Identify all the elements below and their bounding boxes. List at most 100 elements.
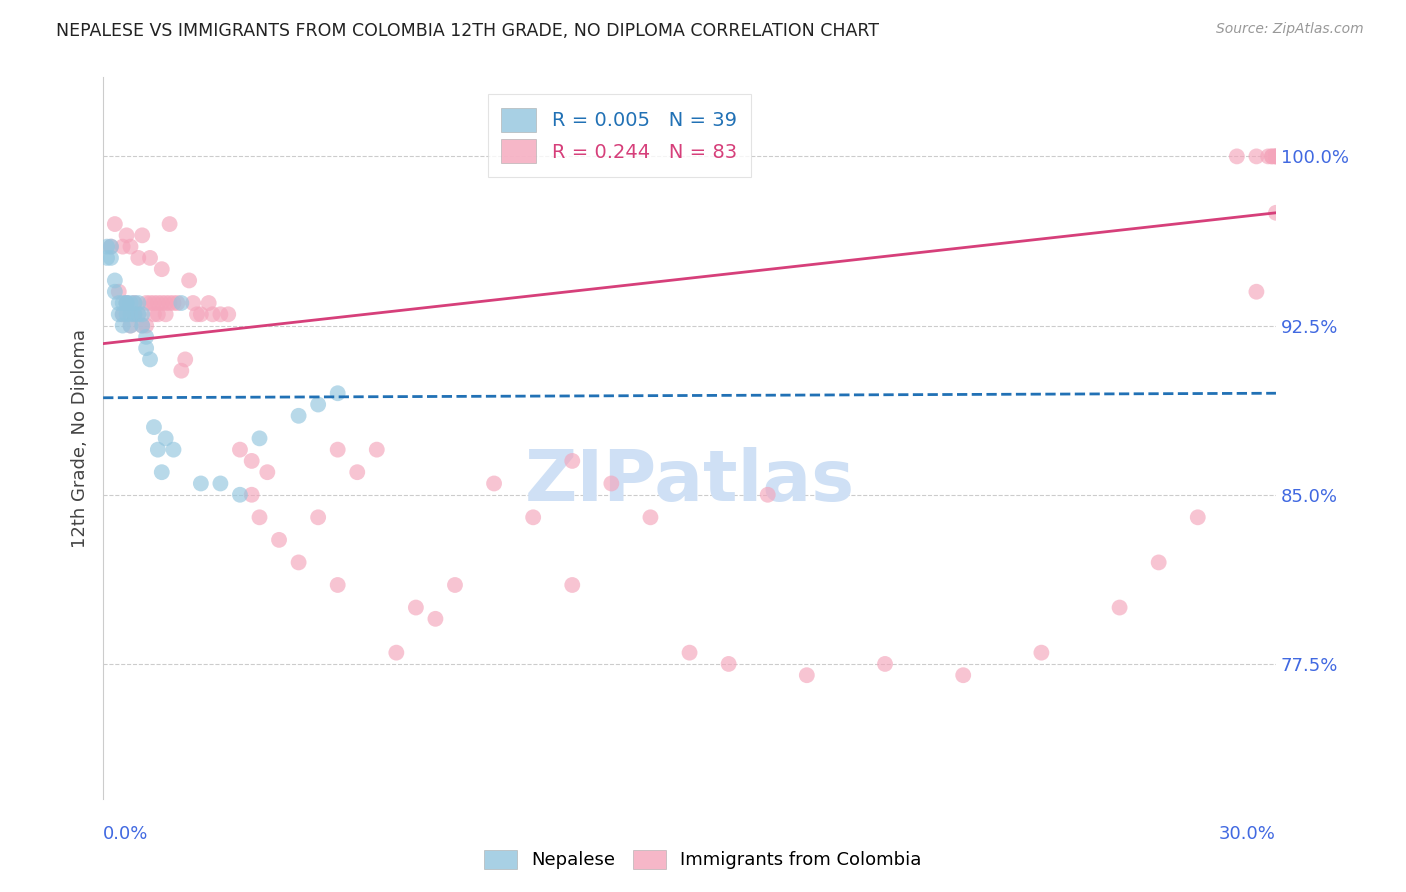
Point xyxy=(139,352,162,367)
Point xyxy=(326,578,349,592)
Point xyxy=(124,307,146,321)
Point xyxy=(139,296,162,310)
Point xyxy=(209,307,232,321)
Point xyxy=(131,318,153,333)
Point xyxy=(385,646,408,660)
Point xyxy=(142,296,165,310)
Text: 30.0%: 30.0% xyxy=(1219,824,1277,843)
Point xyxy=(201,307,224,321)
Point xyxy=(100,239,122,253)
Point xyxy=(186,307,208,321)
Point xyxy=(166,296,188,310)
Point xyxy=(287,409,309,423)
Point xyxy=(190,476,212,491)
Point xyxy=(1257,149,1279,163)
Point xyxy=(229,442,252,457)
Point xyxy=(115,307,138,321)
Point xyxy=(120,318,142,333)
Point xyxy=(229,488,252,502)
Point xyxy=(120,318,142,333)
Point xyxy=(952,668,974,682)
Point xyxy=(162,296,184,310)
Point xyxy=(104,217,127,231)
Point xyxy=(100,239,122,253)
Legend: R = 0.005   N = 39, R = 0.244   N = 83: R = 0.005 N = 39, R = 0.244 N = 83 xyxy=(488,95,751,177)
Point xyxy=(115,296,138,310)
Y-axis label: 12th Grade, No Diploma: 12th Grade, No Diploma xyxy=(72,329,89,548)
Point xyxy=(142,307,165,321)
Text: Source: ZipAtlas.com: Source: ZipAtlas.com xyxy=(1216,22,1364,37)
Point xyxy=(115,228,138,243)
Point xyxy=(1265,149,1288,163)
Point xyxy=(425,612,447,626)
Point xyxy=(796,668,818,682)
Point xyxy=(96,251,118,265)
Point xyxy=(1246,149,1268,163)
Point xyxy=(717,657,740,671)
Point xyxy=(1187,510,1209,524)
Point xyxy=(104,285,127,299)
Point xyxy=(111,307,134,321)
Point xyxy=(115,296,138,310)
Point xyxy=(170,364,193,378)
Point xyxy=(146,442,169,457)
Point xyxy=(326,386,349,401)
Point xyxy=(561,578,583,592)
Point xyxy=(366,442,388,457)
Point xyxy=(111,318,134,333)
Point xyxy=(100,251,122,265)
Point xyxy=(111,307,134,321)
Point xyxy=(142,420,165,434)
Point xyxy=(127,251,149,265)
Point xyxy=(217,307,239,321)
Point xyxy=(150,296,173,310)
Point xyxy=(1261,149,1284,163)
Legend: Nepalese, Immigrants from Colombia: Nepalese, Immigrants from Colombia xyxy=(475,840,931,879)
Point xyxy=(873,657,896,671)
Point xyxy=(124,296,146,310)
Point xyxy=(139,251,162,265)
Text: ZIPatlas: ZIPatlas xyxy=(524,447,855,516)
Point xyxy=(107,307,129,321)
Point xyxy=(307,510,329,524)
Point xyxy=(127,307,149,321)
Point xyxy=(287,556,309,570)
Point xyxy=(150,262,173,277)
Point xyxy=(1246,285,1268,299)
Point xyxy=(1265,149,1288,163)
Point xyxy=(159,217,181,231)
Point xyxy=(1265,206,1288,220)
Point xyxy=(326,442,349,457)
Point xyxy=(162,442,184,457)
Point xyxy=(131,318,153,333)
Point xyxy=(150,465,173,479)
Point xyxy=(135,341,157,355)
Point xyxy=(124,307,146,321)
Point xyxy=(127,307,149,321)
Point xyxy=(522,510,544,524)
Point xyxy=(146,296,169,310)
Point xyxy=(256,465,278,479)
Point xyxy=(159,296,181,310)
Point xyxy=(756,488,779,502)
Point xyxy=(131,228,153,243)
Point xyxy=(1226,149,1249,163)
Point xyxy=(1261,149,1284,163)
Point xyxy=(240,454,263,468)
Point xyxy=(155,307,177,321)
Point xyxy=(146,307,169,321)
Point xyxy=(444,578,467,592)
Point xyxy=(124,296,146,310)
Point xyxy=(307,398,329,412)
Point xyxy=(120,296,142,310)
Point xyxy=(155,431,177,445)
Point xyxy=(135,330,157,344)
Point xyxy=(155,296,177,310)
Point xyxy=(170,296,193,310)
Point xyxy=(346,465,368,479)
Point xyxy=(249,431,271,445)
Point xyxy=(249,510,271,524)
Point xyxy=(107,296,129,310)
Point xyxy=(174,352,197,367)
Point xyxy=(104,273,127,287)
